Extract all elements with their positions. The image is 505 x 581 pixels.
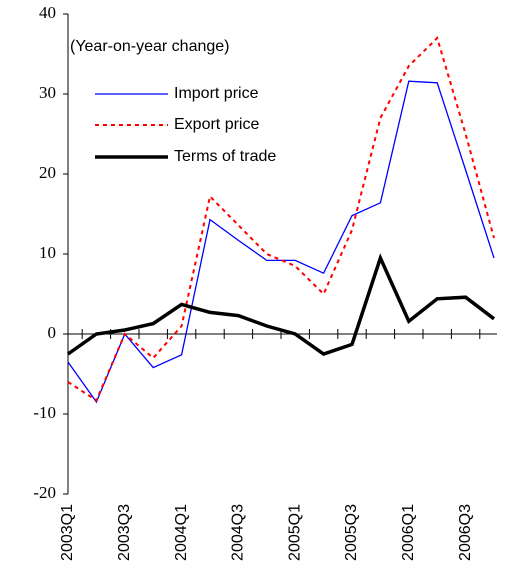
series-line (67, 80, 495, 404)
y-tick-label: 40 (39, 3, 56, 22)
legend-label: Import price (174, 85, 259, 102)
annotation: (Year-on-year change) (70, 38, 230, 55)
x-tick-label: 2005Q3 (343, 504, 360, 561)
y-tick-label: 30 (39, 83, 56, 102)
y-tick-label: -10 (33, 403, 56, 422)
series-line (67, 36, 495, 402)
legend-label: Export price (174, 116, 259, 133)
x-tick-label: 2005Q1 (286, 504, 303, 561)
x-tick-label: 2006Q3 (457, 504, 474, 561)
x-tick-label: 2006Q1 (400, 504, 417, 561)
legend-label: Terms of trade (174, 148, 276, 165)
y-tick-label: 20 (39, 163, 56, 182)
y-tick-label: 0 (48, 323, 57, 342)
y-tick-label: -20 (33, 483, 56, 502)
y-tick-label: 10 (39, 243, 56, 262)
x-tick-label: 2004Q3 (230, 504, 247, 561)
series-line (66, 253, 496, 356)
x-tick-label: 2003Q3 (116, 504, 133, 561)
x-tick-label: 2004Q1 (173, 504, 190, 561)
x-tick-label: 2003Q1 (59, 504, 76, 561)
